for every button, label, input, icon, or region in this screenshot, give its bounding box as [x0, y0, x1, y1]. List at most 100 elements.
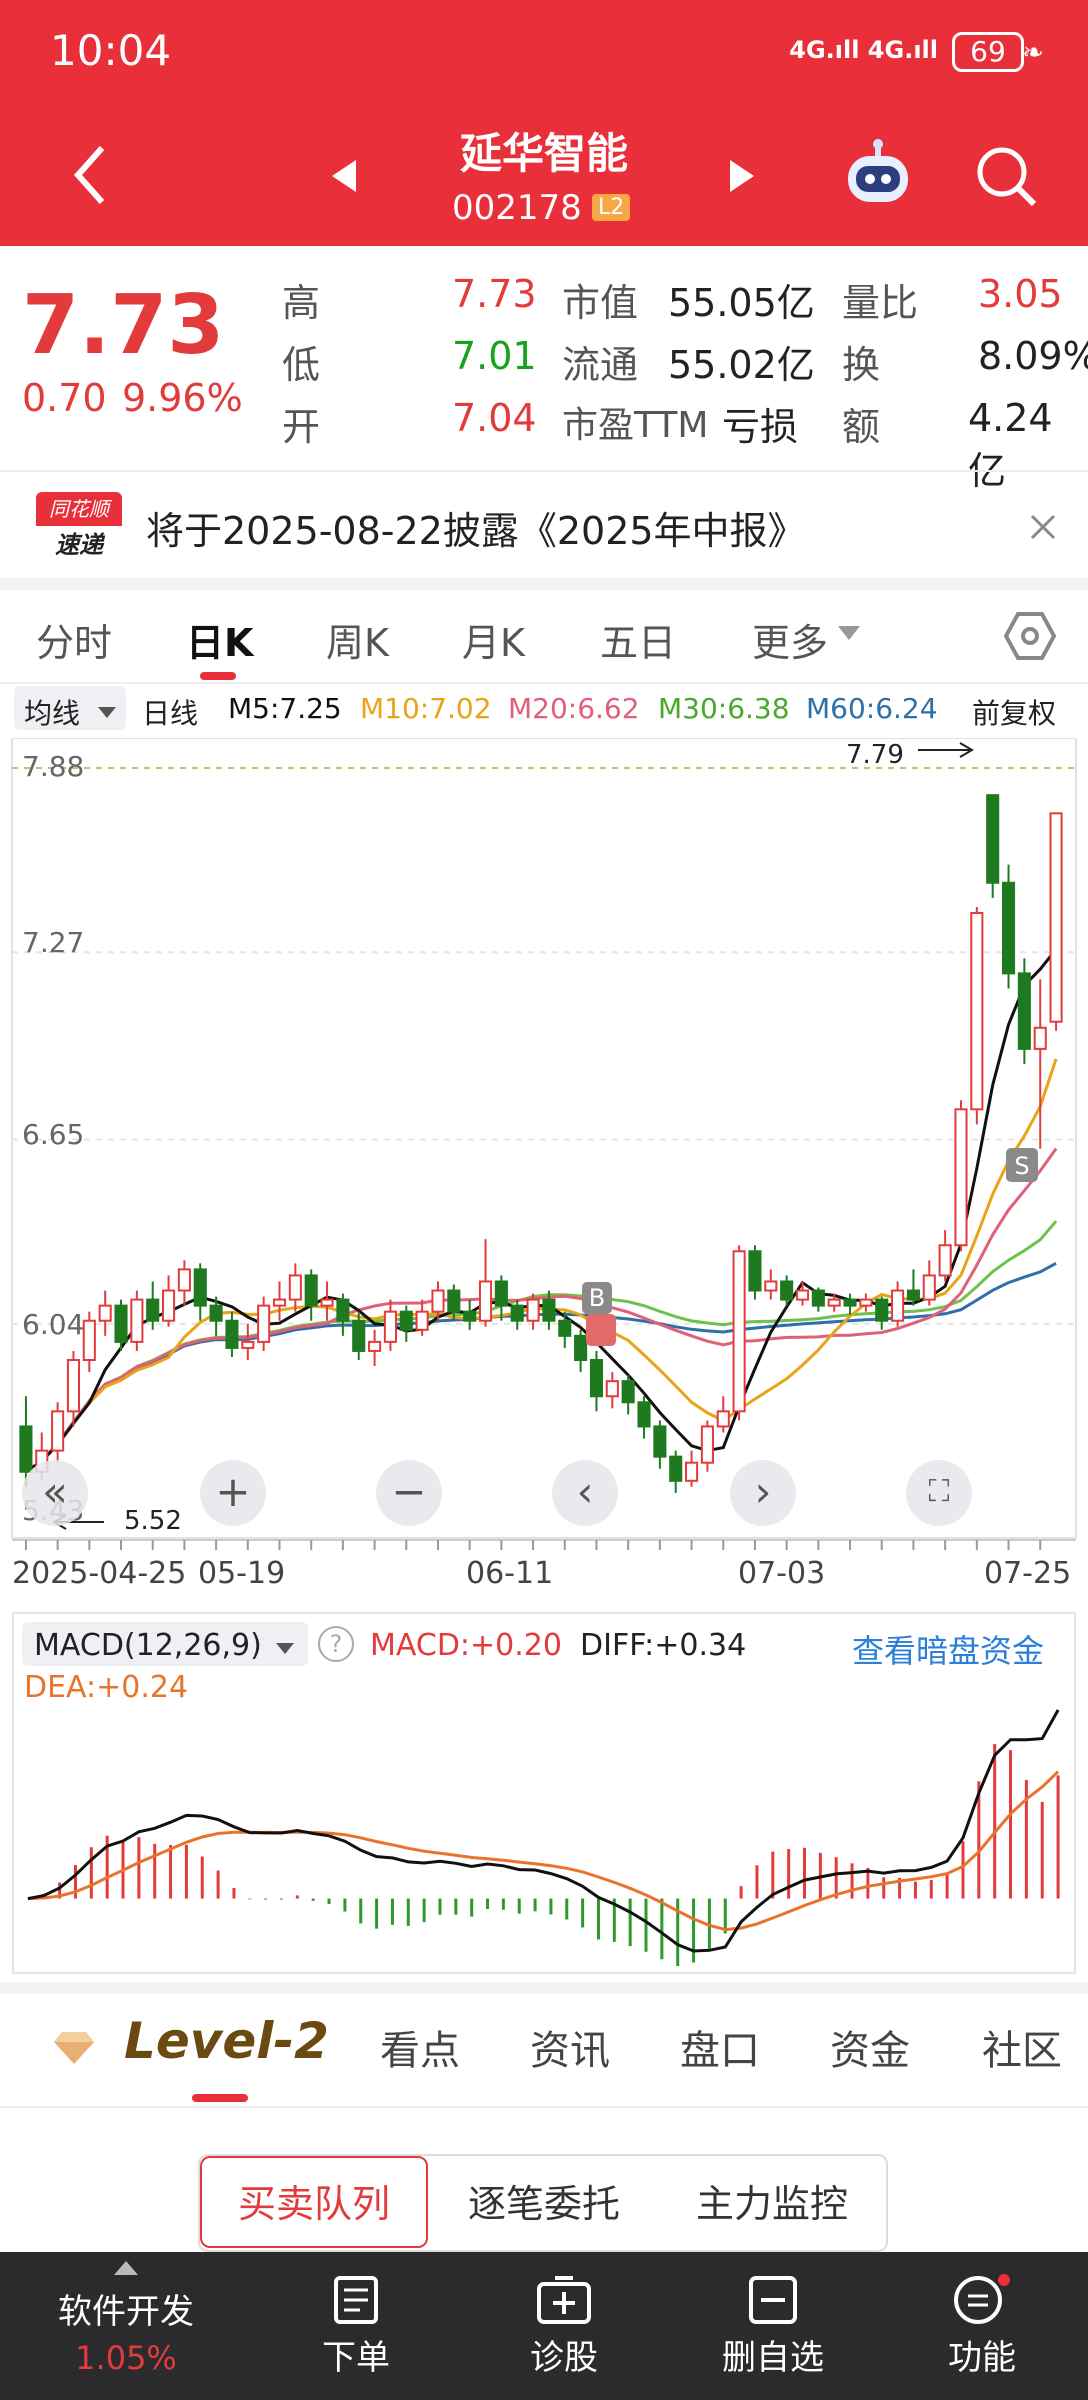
nav-diagnose[interactable]: 诊股	[484, 2252, 644, 2400]
next-stock-icon[interactable]	[728, 158, 756, 198]
caret-up-icon	[46, 2260, 206, 2280]
value-open: 7.04	[452, 396, 537, 440]
level2-diamond-icon	[54, 2030, 94, 2068]
candle-body	[447, 1289, 461, 1313]
candle-body	[288, 1274, 302, 1301]
candle-body	[478, 1280, 493, 1322]
divider	[0, 2106, 1088, 2108]
ma20-line	[25, 1147, 1058, 1474]
candle-body	[82, 1319, 96, 1361]
settings-icon[interactable]	[1003, 610, 1057, 666]
tab-orderbook[interactable]: 盘口	[680, 2028, 760, 2074]
tab-daily-k[interactable]: 日K	[186, 621, 254, 665]
nav-order[interactable]: 下单	[276, 2252, 436, 2400]
last-price: 7.73	[22, 278, 225, 373]
nav-functions[interactable]: 功能	[902, 2252, 1062, 2400]
fullscreen-button[interactable]: ⛶	[906, 1460, 972, 1526]
tab-more[interactable]: 更多	[752, 621, 829, 665]
zoom-in-button[interactable]: +	[200, 1460, 266, 1526]
candle-body	[653, 1425, 667, 1458]
candle-body	[383, 1310, 397, 1343]
robot-icon[interactable]	[842, 138, 914, 214]
candle-body	[1033, 1026, 1047, 1050]
tab-highlights[interactable]: 看点	[380, 2028, 460, 2074]
search-icon[interactable]	[974, 144, 1038, 212]
high-label: 7.79	[846, 740, 904, 770]
value-volratio: 3.05	[978, 272, 1063, 316]
ma10-line	[25, 1058, 1058, 1474]
candle-body	[795, 1289, 810, 1301]
tab-bid-ask-queue[interactable]: 买卖队列	[200, 2156, 428, 2248]
candle-body	[685, 1461, 699, 1482]
ma5-value: M5:7.25	[228, 692, 342, 725]
tab-five-day[interactable]: 五日	[600, 621, 677, 665]
back-icon[interactable]	[70, 140, 110, 210]
candle-body	[748, 1250, 762, 1292]
scroll-right-button[interactable]: ›	[730, 1460, 796, 1526]
stock-name: 延华智能	[459, 129, 628, 178]
level2-brand[interactable]: Level-2	[124, 2012, 329, 2070]
candle-body	[526, 1298, 540, 1322]
tab-indicator	[200, 672, 236, 680]
candle-body	[272, 1298, 287, 1307]
prev-stock-icon[interactable]	[330, 158, 358, 198]
candle-body	[209, 1304, 223, 1322]
nav-sector[interactable]: 软件开发 1.05%	[46, 2252, 206, 2400]
macd-panel	[12, 1612, 1076, 1974]
candle-body	[827, 1298, 841, 1307]
tab-weekly-k[interactable]: 周K	[326, 621, 389, 665]
y-label-6.65: 6.65	[22, 1118, 85, 1151]
candle-body	[494, 1280, 508, 1307]
price-change: 0.70	[22, 376, 107, 420]
candle-body	[1017, 972, 1031, 1050]
candlestick-chart[interactable]: BS	[0, 738, 1088, 1600]
candle-body	[146, 1298, 160, 1322]
candle-body	[399, 1310, 413, 1331]
tab-funds[interactable]: 资金	[830, 2028, 910, 2074]
candle-body	[875, 1298, 889, 1322]
candle-body	[1049, 812, 1063, 1023]
x-label-0703: 07-03	[738, 1556, 826, 1591]
dea-line	[27, 1770, 1060, 1932]
dark-pool-link[interactable]: 查看暗盘资金	[852, 1632, 1045, 1670]
candle-body	[986, 794, 1000, 884]
ma60-value: M60:6.24	[806, 692, 938, 725]
label-float: 流通	[562, 343, 639, 387]
nav-remove-watch[interactable]: 删自选	[692, 2252, 854, 2400]
notice-text[interactable]: 将于2025-08-22披露《2025年中报》	[146, 509, 806, 553]
buy-marker-alt	[586, 1314, 616, 1346]
candle-body	[193, 1268, 207, 1307]
tab-monthly-k[interactable]: 月K	[462, 621, 525, 665]
macd-select[interactable]	[22, 1622, 308, 1666]
candle-body	[352, 1319, 366, 1352]
buy-marker-label: B	[589, 1284, 605, 1312]
tab-news[interactable]: 资讯	[530, 2028, 610, 2074]
diff-line	[27, 1709, 1060, 1953]
scroll-left-button[interactable]: ‹	[552, 1460, 618, 1526]
tab-main-monitor[interactable]: 主力监控	[695, 2182, 848, 2226]
zoom-out-button[interactable]: −	[376, 1460, 442, 1526]
candle-body	[859, 1298, 873, 1307]
tab-intraday[interactable]: 分时	[36, 621, 113, 665]
candle-body	[542, 1298, 556, 1322]
signal-icon: 4G.ıll 4G.ıll	[789, 36, 938, 64]
macd-value: MACD:+0.20	[370, 1628, 562, 1663]
candle-body	[922, 1274, 936, 1301]
section-gap	[0, 1982, 1088, 1994]
candle-body	[162, 1289, 176, 1322]
adjust-label[interactable]: 前复权	[972, 697, 1057, 730]
tab-community[interactable]: 社区	[982, 2028, 1062, 2074]
close-icon[interactable]	[1028, 512, 1058, 546]
y-label-6.04: 6.04	[22, 1308, 85, 1341]
divider	[0, 682, 1088, 684]
x-label-0725: 07-25	[984, 1556, 1072, 1591]
scroll-left-fast-button[interactable]: «	[22, 1460, 88, 1526]
help-icon[interactable]: ?	[318, 1626, 354, 1662]
divider	[0, 470, 1088, 472]
tab-tick-orders[interactable]: 逐笔委托	[467, 2182, 620, 2226]
candle-body	[954, 1108, 968, 1247]
header-bar: 10:04 4G.ıll 4G.ıll 69 ❧ 延华智能 002178 L2	[0, 0, 1088, 246]
ma-type-label: 均线	[24, 697, 81, 730]
bottom-nav: 软件开发 1.05% 下单 诊股 删自选 功能	[0, 2252, 1088, 2400]
macd-chart	[27, 1709, 1060, 1966]
